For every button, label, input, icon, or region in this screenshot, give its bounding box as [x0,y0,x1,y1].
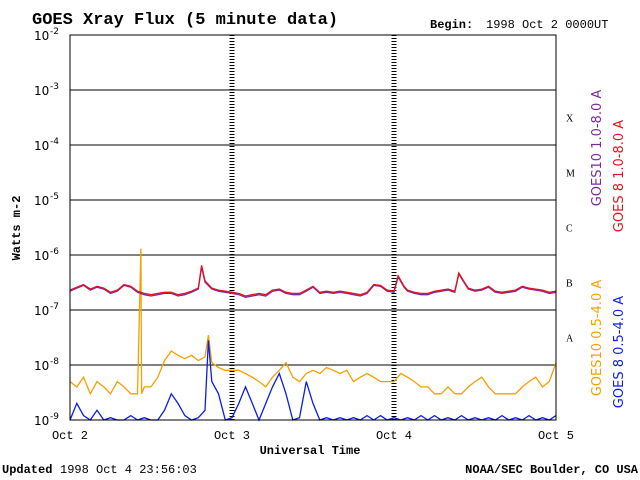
legend-entry-1: GOES 8 1.0-8.0 A [612,120,627,232]
y-tick-label-exponent: -5 [50,192,59,202]
y-tick-label-base: 10 [34,359,49,373]
series-line-1 [69,265,557,297]
y-axis-tick-labels: 10-210-310-410-510-610-710-810-9 [34,27,76,428]
legend-entry-2: GOES10 0.5-4.0 A [590,280,605,397]
chart-title: GOES Xray Flux (5 minute data) [32,11,338,30]
x-tick-label: Oct 2 [52,429,88,443]
flare-class-x: X [566,114,574,125]
x-tick-label: Oct 4 [376,429,412,443]
y-tick-label-base: 10 [34,249,49,263]
legend-entry-3: GOES 8 0.5-4.0 A [612,296,627,408]
y-tick-label-base: 10 [34,139,49,153]
begin-label: Begin: [430,18,473,32]
y-tick-label-exponent: -8 [50,357,59,367]
grid [70,35,556,420]
begin-value: 1998 Oct 2 0000UT [486,18,608,32]
credit-text: NOAA/SEC Boulder, CO USA [465,463,639,477]
legend-entry-0: GOES10 1.0-8.0 A [590,90,605,207]
y-tick-label-base: 10 [34,29,49,43]
y-tick-label-exponent: -7 [50,302,59,312]
flare-class-m: M [566,169,575,180]
updated-value: 1998 Oct 4 23:56:03 [60,463,197,477]
y-tick-label-exponent: -4 [50,137,59,147]
series-line-0 [69,267,557,298]
y-tick-label-exponent: -3 [50,82,59,92]
legend: GOES10 1.0-8.0 A GOES 8 1.0-8.0 A GOES10 0… [590,90,627,409]
x-axis-tick-labels: Oct 2 Oct 3 Oct 4 Oct 5 [52,429,574,443]
y-axis-label: Watts m-2 [10,196,24,261]
y-tick-label-base: 10 [34,414,49,428]
y-tick-label-base: 10 [34,304,49,318]
flare-class-a: A [566,334,574,345]
y-tick-label-exponent: -9 [50,412,59,422]
x-axis-label: Universal Time [260,444,361,458]
y-tick-label-base: 10 [34,194,49,208]
flare-class-c: C [566,224,573,235]
flare-class-b: B [566,279,573,290]
x-tick-label: Oct 5 [538,429,574,443]
y-tick-label-base: 10 [34,84,49,98]
y-tick-label-exponent: -6 [50,247,59,257]
y-tick-label-exponent: -2 [50,27,59,37]
x-tick-label: Oct 3 [214,429,250,443]
plot-frame [69,34,557,421]
series-line-2 [69,248,557,396]
flare-class-labels: X M C B A [566,114,575,345]
updated-label: Updated [2,463,52,477]
